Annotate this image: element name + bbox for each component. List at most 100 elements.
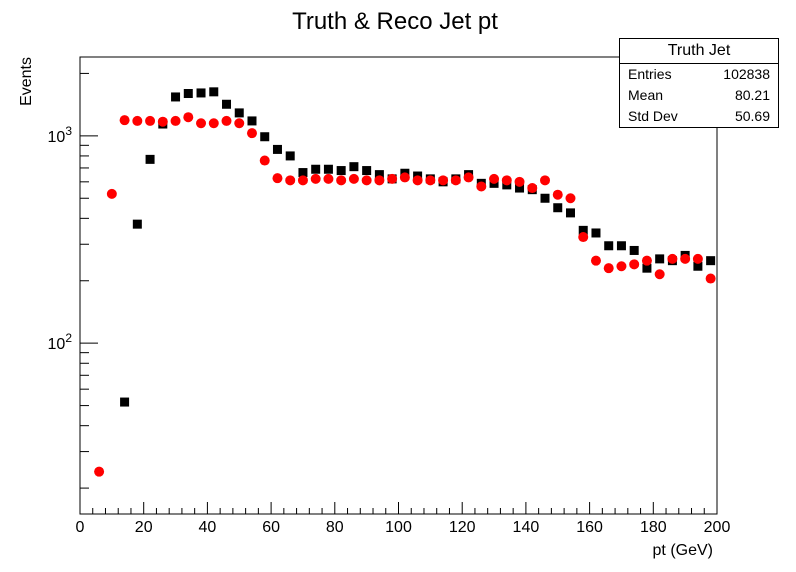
truth-point (349, 162, 359, 172)
reco-point (616, 261, 627, 272)
truth-point (553, 203, 563, 213)
stats-row-entries: Entries 102838 (620, 64, 778, 85)
truth-point (515, 183, 525, 193)
reco-point (489, 173, 500, 184)
truth-point (616, 241, 626, 251)
truth-point (222, 99, 232, 109)
x-tick-label: 40 (199, 519, 217, 536)
x-axis-label: pt (GeV) (653, 542, 713, 559)
truth-point (311, 164, 321, 174)
truth-point (234, 108, 244, 118)
truth-point (706, 256, 716, 266)
reco-point (361, 175, 372, 186)
reco-point (94, 466, 105, 477)
stats-label: Entries (628, 66, 672, 82)
stats-box: Truth Jet Entries 102838 Mean 80.21 Std … (619, 38, 779, 128)
truth-point (565, 208, 575, 218)
stats-row-mean: Mean 80.21 (620, 85, 778, 106)
reco-point (476, 181, 487, 192)
truth-point (693, 261, 703, 271)
reco-point (387, 173, 398, 184)
reco-point (667, 253, 678, 264)
reco-point (641, 255, 652, 266)
reco-point (157, 116, 168, 127)
reco-point (374, 175, 385, 186)
reco-point (348, 173, 359, 184)
reco-point (578, 232, 589, 243)
reco-point (196, 118, 207, 129)
truth-point (629, 245, 639, 255)
x-tick-label: 160 (576, 519, 603, 536)
x-tick-label: 60 (262, 519, 280, 536)
reco-point (425, 175, 436, 186)
x-tick-label: 200 (704, 519, 731, 536)
reco-point (132, 115, 143, 126)
truth-point (362, 166, 372, 176)
truth-point (272, 144, 282, 154)
x-tick-label: 20 (135, 519, 153, 536)
truth-point (374, 170, 384, 180)
truth-point (323, 164, 333, 174)
reco-point (590, 255, 601, 266)
reco-point (527, 183, 538, 194)
reco-point (412, 175, 423, 186)
reco-point (450, 175, 461, 186)
reco-point (399, 172, 410, 183)
truth-point (260, 132, 270, 142)
reco-point (106, 188, 117, 199)
truth-point (655, 254, 665, 264)
truth-point (540, 193, 550, 203)
truth-point (132, 219, 142, 229)
reco-point (692, 253, 703, 264)
stats-value: 80.21 (734, 87, 770, 103)
reco-point (514, 176, 525, 187)
stats-title: Truth Jet (620, 39, 778, 64)
reco-point (259, 155, 270, 166)
reco-point (310, 173, 321, 184)
x-tick-label: 180 (640, 519, 667, 536)
x-tick-label: 100 (385, 519, 412, 536)
reco-point (234, 118, 245, 129)
reco-point (680, 253, 691, 264)
reco-point (438, 175, 449, 186)
y-axis-label: Events (18, 57, 35, 106)
axes: 0 20 40 60 80 100 120 140 160 180 200 102 103 (48, 72, 731, 536)
y-tick-label: 103 (48, 124, 73, 146)
reco-point (183, 112, 194, 123)
x-tick-label: 0 (76, 519, 85, 536)
truth-point (298, 168, 308, 178)
data-series (94, 87, 716, 477)
truth-point (591, 228, 601, 238)
x-tick-label: 140 (513, 519, 540, 536)
truth-point (247, 116, 257, 126)
stats-row-std-dev: Std Dev 50.69 (620, 106, 778, 127)
truth-point (120, 397, 130, 407)
reco-point (246, 128, 257, 139)
reco-point (463, 172, 474, 183)
reco-point (552, 189, 563, 200)
stats-value: 50.69 (734, 108, 770, 124)
chart-title: Truth & Reco Jet pt (292, 8, 498, 35)
truth-point (285, 151, 295, 161)
reco-point (145, 115, 156, 126)
truth-point (336, 166, 346, 176)
reco-point (336, 175, 347, 186)
reco-point (297, 175, 308, 186)
reco-point (629, 259, 640, 270)
reco-point (170, 115, 181, 126)
truth-point (578, 225, 588, 235)
reco-point (208, 118, 219, 129)
reco-point (501, 175, 512, 186)
truth-point (604, 241, 614, 251)
truth-point (209, 87, 219, 97)
truth-series (120, 87, 716, 407)
truth-point (145, 154, 155, 164)
truth-point (171, 92, 181, 102)
x-tick-label: 120 (449, 519, 476, 536)
reco-point (603, 263, 614, 274)
y-tick-label: 102 (48, 331, 73, 353)
reco-point (654, 269, 665, 280)
reco-point (705, 273, 716, 284)
reco-point (119, 115, 130, 126)
